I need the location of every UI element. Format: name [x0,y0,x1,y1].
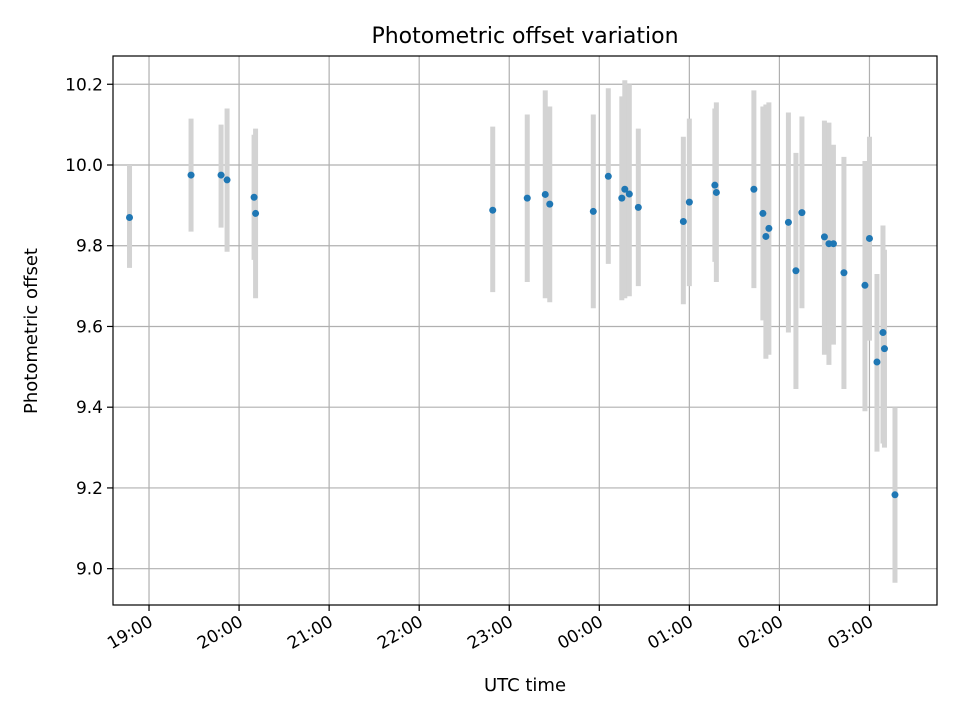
data-point [634,203,642,211]
data-point [187,171,195,179]
data-point [546,200,554,208]
data-point [829,240,837,248]
data-point [879,329,887,337]
data-point [820,233,828,241]
y-axis-label: Photometric offset [21,248,42,414]
data-point [750,185,758,193]
data-point [792,267,800,275]
y-tick-label: 9.2 [76,479,103,499]
x-tick-label: 01:00 [644,612,696,654]
plot-frame [112,55,938,606]
data-point [250,193,258,201]
data-point [589,207,597,215]
x-axis-label: UTC time [484,675,566,696]
data-point [711,181,719,189]
data-point [880,345,888,353]
data-point [685,198,693,206]
data-point [604,172,612,180]
x-tick-label: 21:00 [284,612,336,654]
data-point [759,209,767,217]
data-point [217,171,225,179]
point-layer [126,171,899,499]
y-tick-label: 9.4 [76,398,103,418]
data-point [618,194,626,202]
x-tick-label: 22:00 [374,612,426,654]
y-tick-label: 9.6 [76,317,103,337]
data-point [252,209,260,217]
data-point [523,194,531,202]
y-tick-label: 10.0 [65,156,103,176]
y-tick-label: 9.8 [76,237,103,257]
x-tick-label: 23:00 [464,612,516,654]
data-point [126,213,134,221]
data-point [891,491,899,499]
x-tick-label: 20:00 [194,612,246,654]
data-point [861,281,869,289]
chart-title: Photometric offset variation [371,24,678,49]
data-point [625,190,633,198]
y-tick-label: 9.0 [76,560,103,580]
data-point [840,269,848,277]
data-point [784,218,792,226]
data-point [798,209,806,217]
data-point [873,358,881,366]
errorbar-layer [127,80,898,583]
data-point [679,218,687,226]
x-tick-label: 02:00 [734,612,786,654]
data-point [489,206,497,214]
x-tick-label: 19:00 [104,612,156,654]
data-point [765,224,773,232]
y-tick-label: 10.2 [65,75,103,95]
x-tick-label: 00:00 [554,612,606,654]
data-point [712,188,720,196]
data-point [865,234,873,242]
data-point [541,190,549,198]
data-point [762,232,770,240]
data-point [223,176,231,184]
x-tick-label: 03:00 [825,612,877,654]
data-point [621,185,629,193]
